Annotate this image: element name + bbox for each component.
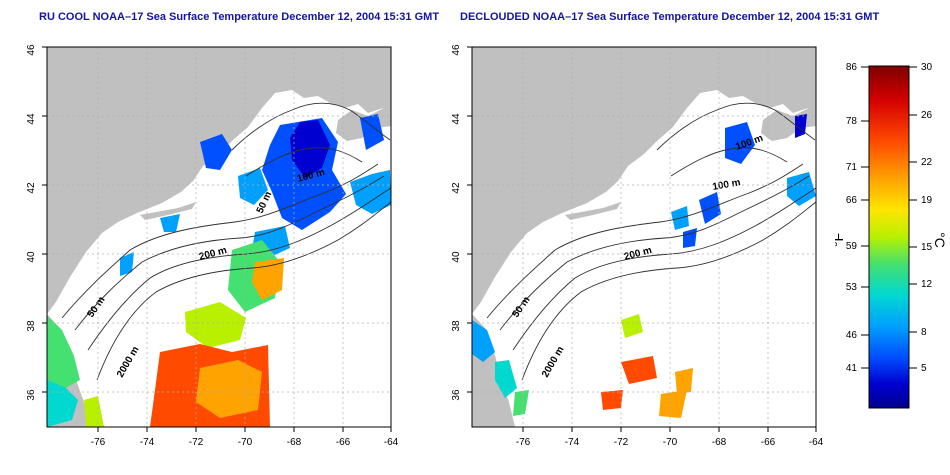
x-tick-label: -72 (189, 437, 204, 448)
f-tick-label: 59 (846, 241, 858, 252)
celsius-unit-label: °C (932, 232, 945, 248)
f-tick-label: 41 (846, 363, 858, 374)
temperature-colorbar: 86 78 71 66 59 53 46 41 30 26 22 19 15 1… (835, 62, 945, 409)
left-sst-map: 50 m 100 m 200 m 50 m 2000 m -76 (26, 44, 399, 448)
y-tick-label: 44 (26, 113, 37, 125)
c-tick-label: 15 (921, 242, 933, 253)
grid-lines (472, 47, 816, 427)
y-tick-label: 40 (451, 251, 462, 263)
isobath-contours (486, 102, 817, 381)
colorbar-f-ticks: 86 78 71 66 59 53 46 41 (846, 62, 858, 374)
c-tick-label: 30 (921, 62, 933, 73)
y-tick-label: 38 (451, 320, 462, 332)
colorbar-gradient (868, 65, 910, 409)
map-area: 50 m 100 m 200 m 50 m 2000 m (46, 46, 392, 428)
map-area: 100 m 100 m 200 m 50 m 2000 m (471, 46, 817, 428)
left-panel-title: RU COOL NOAA–17 Sea Surface Temperature … (39, 11, 440, 23)
y-tick-label: 46 (451, 44, 462, 56)
sst-patches (472, 114, 816, 418)
x-tick-label: -74 (565, 437, 580, 448)
isobath-contours (61, 102, 392, 381)
map-frame (46, 46, 392, 428)
x-axis: -76 -74 -72 -70 -68 -66 -64 (516, 427, 824, 448)
x-tick-label: -72 (614, 437, 629, 448)
fahrenheit-unit-label: °F (835, 233, 846, 247)
c-tick-label: 8 (921, 327, 927, 338)
land-mass (472, 47, 816, 314)
y-axis: 46 44 42 40 38 36 (26, 44, 47, 401)
f-tick-label: 71 (846, 162, 858, 173)
x-tick-label: -70 (663, 437, 678, 448)
right-sst-map: 100 m 100 m 200 m 50 m 2000 m -76 (451, 44, 824, 448)
grid-lines (47, 47, 391, 427)
f-tick-label: 46 (846, 330, 858, 341)
c-tick-label: 12 (921, 279, 933, 290)
x-tick-label: -68 (712, 437, 727, 448)
sst-patches (47, 114, 391, 427)
c-tick-label: 19 (921, 195, 933, 206)
y-tick-label: 44 (451, 113, 462, 125)
y-axis: 46 44 42 40 38 36 (451, 44, 472, 401)
f-tick-label: 53 (846, 282, 858, 293)
long-island (140, 202, 196, 220)
y-tick-label: 36 (451, 389, 462, 401)
x-tick-label: -76 (91, 437, 106, 448)
x-tick-label: -64 (809, 437, 824, 448)
x-tick-label: -64 (384, 437, 399, 448)
y-tick-label: 42 (26, 182, 37, 194)
land-mass (47, 47, 391, 314)
f-tick-label: 86 (846, 62, 858, 73)
y-tick-label: 42 (451, 182, 462, 194)
colorbar-tick-marks (861, 66, 917, 369)
x-tick-label: -66 (761, 437, 776, 448)
y-tick-label: 40 (26, 251, 37, 263)
c-tick-label: 5 (921, 363, 927, 374)
c-tick-label: 22 (921, 157, 933, 168)
x-tick-label: -74 (140, 437, 155, 448)
right-panel-title: DECLOUDED NOAA–17 Sea Surface Temperatur… (460, 11, 880, 23)
f-tick-label: 78 (846, 116, 858, 127)
long-island (565, 202, 621, 220)
colorbar-c-ticks: 30 26 22 19 15 12 8 5 (921, 62, 933, 374)
y-tick-label: 36 (26, 389, 37, 401)
y-tick-label: 46 (26, 44, 37, 56)
contour-label: 100 m (712, 177, 742, 193)
x-axis: -76 -74 -72 -70 -68 -66 -64 (91, 427, 399, 448)
f-tick-label: 66 (846, 195, 858, 206)
map-frame (471, 46, 817, 428)
x-tick-label: -70 (238, 437, 253, 448)
x-tick-label: -76 (516, 437, 531, 448)
x-tick-label: -66 (336, 437, 351, 448)
x-tick-label: -68 (287, 437, 302, 448)
c-tick-label: 26 (921, 110, 933, 121)
y-tick-label: 38 (26, 320, 37, 332)
